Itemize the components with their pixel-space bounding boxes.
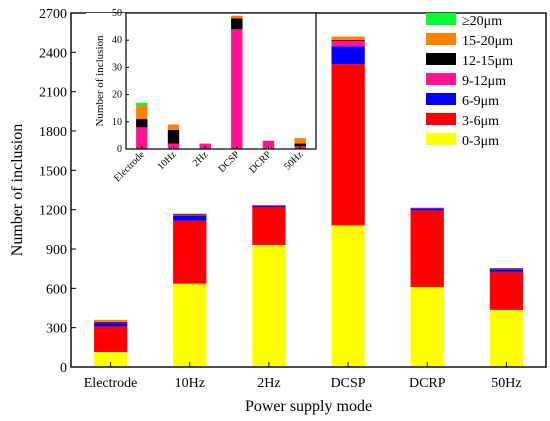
- y-tick-label: 1800: [39, 125, 67, 140]
- legend-swatch: [426, 33, 456, 45]
- legend-swatch: [426, 133, 456, 145]
- inset-y-tick-label: 10: [112, 117, 122, 128]
- inset-bar-50hz-2: [294, 138, 306, 144]
- bar-dcrp-3: [410, 207, 444, 209]
- inset-y-axis-title: Number of inclusion: [94, 35, 106, 127]
- legend-swatch: [426, 93, 456, 105]
- legend-label: 15-20μm: [462, 34, 513, 49]
- bar-electrode-0: [94, 351, 128, 367]
- bar-2hz-0: [252, 245, 286, 367]
- legend-label: 9-12μm: [462, 74, 506, 89]
- x-axis-title: Power supply mode: [245, 398, 372, 415]
- main-plot: 0300600900120015001800210024002700Electr…: [9, 7, 547, 415]
- bar-electrode-3: [94, 322, 128, 324]
- bar-electrode-1: [94, 326, 128, 352]
- bar-dcsp-5: [331, 36, 365, 40]
- bar-electrode-5: [94, 319, 128, 322]
- legend-swatch: [426, 13, 456, 25]
- y-tick-label: 900: [46, 243, 67, 258]
- y-tick-label: 2100: [39, 86, 67, 101]
- bar-dcsp-2: [331, 46, 365, 65]
- bar-electrode-4: [94, 321, 128, 323]
- inset-bar-dcsp-2: [231, 15, 243, 19]
- inset-bar-electrode-2: [136, 105, 148, 120]
- y-tick-label: 2400: [39, 46, 67, 61]
- bar-10hz-0: [173, 283, 207, 367]
- legend-label: 6-9μm: [462, 94, 499, 109]
- bar-50hz-5: [489, 268, 524, 269]
- inset-y-tick-label: 50: [112, 8, 122, 19]
- y-tick-label: 0: [60, 361, 67, 376]
- y-tick-label: 1500: [39, 164, 67, 179]
- bar-dcsp-0: [331, 225, 365, 367]
- bar-10hz-2: [173, 215, 207, 221]
- bar-dcrp-1: [410, 210, 444, 287]
- x-tick-label: 50Hz: [491, 376, 521, 391]
- legend-label: ≥20μm: [462, 14, 502, 29]
- bar-2hz-1: [252, 207, 286, 245]
- y-axis-title: Number of inclusion: [9, 124, 26, 256]
- legend-swatch: [426, 73, 456, 85]
- bar-dcrp-0: [410, 287, 444, 367]
- x-tick-label: 2Hz: [257, 376, 280, 391]
- bar-dcsp-1: [331, 64, 365, 226]
- bar-50hz-4: [489, 268, 524, 269]
- inset-bar-50hz-1: [294, 143, 306, 147]
- inset-y-tick-label: 0: [117, 144, 122, 155]
- bar-2hz-2: [252, 205, 286, 207]
- inset-bar-electrode-1: [136, 119, 148, 128]
- bar-2hz-3: [252, 205, 286, 206]
- y-tick-label: 300: [46, 322, 67, 337]
- bar-dcsp-4: [331, 39, 365, 41]
- x-tick-label: 10Hz: [175, 376, 205, 391]
- bar-10hz-5: [173, 213, 207, 215]
- inset-y-tick-label: 20: [112, 90, 122, 101]
- y-tick-label: 2700: [39, 7, 67, 22]
- inset-plot-frame: [125, 12, 317, 150]
- x-tick-label: Electrode: [84, 376, 138, 391]
- bar-dcsp-3: [331, 40, 365, 47]
- bar-10hz-4: [173, 214, 207, 215]
- y-tick-label: 1200: [39, 204, 67, 219]
- legend-label: 12-15μm: [462, 54, 513, 69]
- bar-50hz-1: [489, 271, 524, 310]
- bar-50hz-0: [489, 310, 524, 367]
- legend-swatch: [426, 53, 456, 65]
- inset-bar-dcsp-0: [231, 29, 243, 149]
- legend-label: 3-6μm: [462, 114, 499, 129]
- bar-dcrp-2: [410, 208, 444, 211]
- bar-10hz-3: [173, 214, 207, 216]
- inset-bar-10hz-1: [167, 130, 180, 144]
- y-tick-label: 600: [46, 282, 67, 297]
- legend: ≥20μm 15-20μm 12-15μm 9-12μm 6-9μm 3-6μm 0-3μm: [426, 13, 513, 149]
- bar-10hz-1: [173, 220, 207, 284]
- inset-bar-dcsp-1: [231, 18, 243, 30]
- inset-y-tick-label: 40: [112, 35, 122, 46]
- inset-y-tick-label: 30: [112, 62, 122, 73]
- legend-swatch: [426, 113, 456, 125]
- inset-background: [86, 13, 316, 205]
- legend-label: 0-3μm: [462, 134, 499, 149]
- bar-50hz-2: [489, 269, 524, 272]
- bar-electrode-2: [94, 323, 128, 327]
- bar-50hz-3: [489, 268, 524, 270]
- x-tick-label: DCRP: [409, 376, 446, 391]
- inset-bar-electrode-3: [136, 102, 148, 106]
- inset-bar-10hz-2: [167, 124, 180, 130]
- inset-bar-electrode-0: [136, 127, 148, 149]
- inset-bar-dcrp-0: [262, 140, 275, 149]
- x-tick-label: DCSP: [331, 376, 366, 391]
